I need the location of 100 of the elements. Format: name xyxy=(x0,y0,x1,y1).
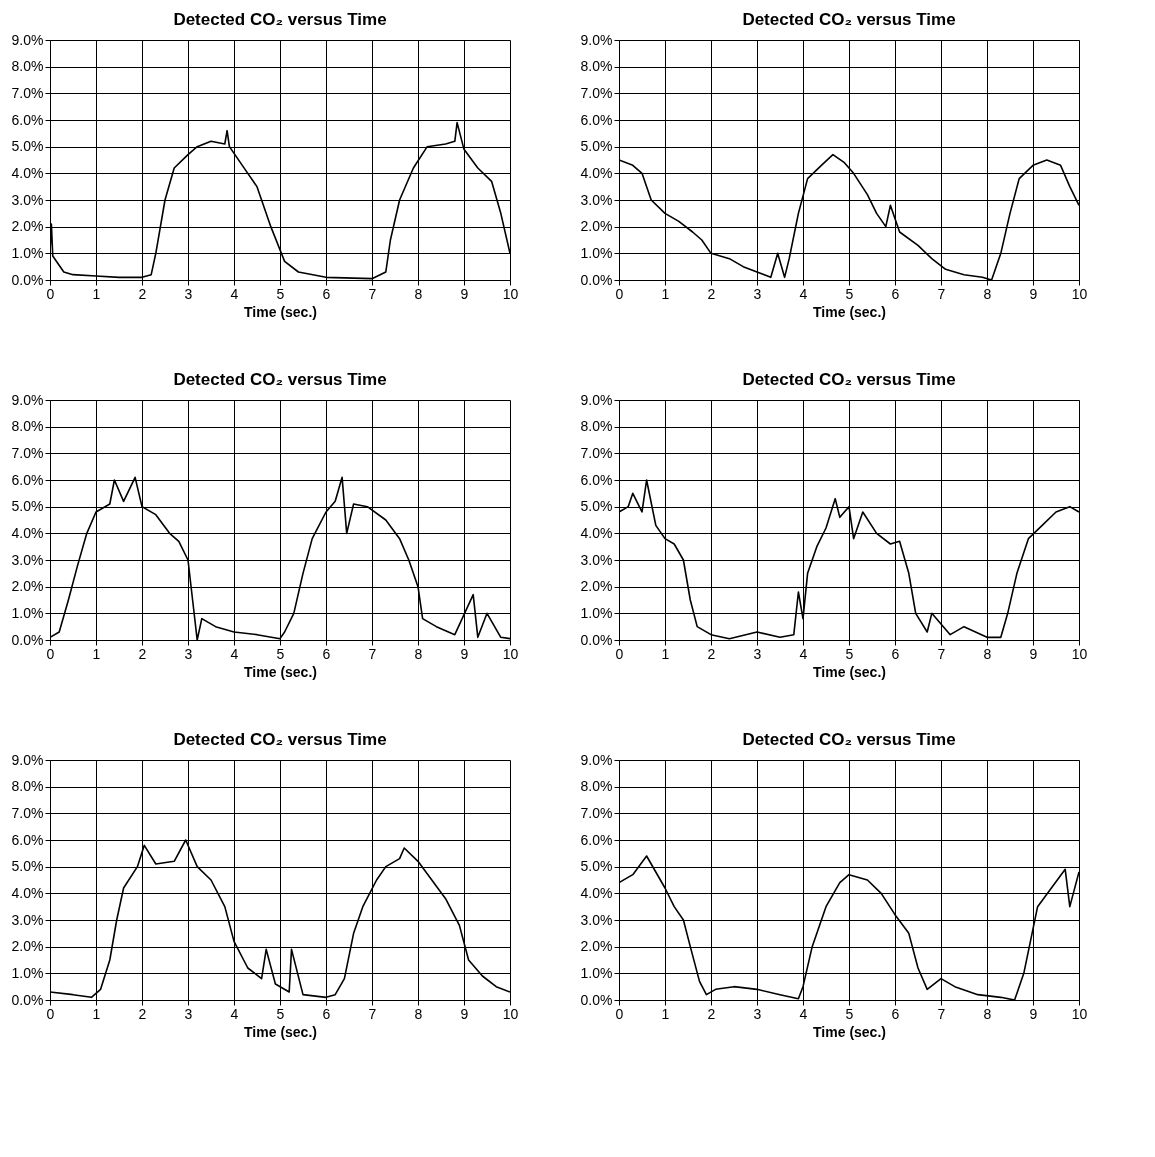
x-tick-label: 3 xyxy=(184,645,193,662)
x-tick-label: 0 xyxy=(46,645,55,662)
x-tick-label: 2 xyxy=(138,645,147,662)
x-tick-label: 8 xyxy=(414,285,423,302)
x-tick-label: 4 xyxy=(230,1005,239,1022)
x-tick-label: 4 xyxy=(799,645,808,662)
x-tick-label: 8 xyxy=(983,645,992,662)
x-tick-label: 3 xyxy=(753,645,762,662)
x-axis-title: Time (sec.) xyxy=(813,1023,886,1040)
x-tick-label: 5 xyxy=(276,645,285,662)
x-axis-title: Time (sec.) xyxy=(813,663,886,680)
x-tick-label: 8 xyxy=(414,1005,423,1022)
y-tick-label: 0.0% xyxy=(11,631,44,648)
x-tick-label: 3 xyxy=(184,285,193,302)
x-tick-label: 9 xyxy=(1029,1005,1038,1022)
x-tick-label: 4 xyxy=(230,645,239,662)
x-tick-label: 2 xyxy=(707,285,716,302)
x-tick-label: 3 xyxy=(753,1005,762,1022)
x-tick-label: 2 xyxy=(138,1005,147,1022)
x-axis-title: Time (sec.) xyxy=(813,303,886,320)
y-tick-label: 4.0% xyxy=(11,164,44,181)
x-tick-label: 6 xyxy=(322,285,331,302)
x-tick-label: 9 xyxy=(1029,285,1038,302)
y-tick-label: 6.0% xyxy=(11,111,44,128)
x-tick-label: 6 xyxy=(322,1005,331,1022)
y-tick-label: 5.0% xyxy=(580,858,613,875)
y-tick-label: 3.0% xyxy=(11,551,44,568)
y-tick-label: 6.0% xyxy=(580,471,613,488)
y-tick-label: 2.0% xyxy=(580,218,613,235)
y-tick-label: 6.0% xyxy=(580,111,613,128)
y-tick-label: 4.0% xyxy=(580,164,613,181)
y-tick-label: 6.0% xyxy=(11,831,44,848)
y-tick-label: 4.0% xyxy=(580,524,613,541)
x-tick-label: 4 xyxy=(799,285,808,302)
x-tick-label: 2 xyxy=(138,285,147,302)
y-tick-label: 9.0% xyxy=(580,31,613,48)
y-tick-label: 3.0% xyxy=(580,191,613,208)
x-tick-label: 7 xyxy=(368,645,377,662)
y-tick-label: 2.0% xyxy=(11,218,44,235)
x-tick-label: 0 xyxy=(615,285,624,302)
x-tick-label: 2 xyxy=(707,645,716,662)
x-tick-label: 7 xyxy=(937,1005,946,1022)
y-tick-label: 0.0% xyxy=(580,991,613,1008)
y-tick-label: 2.0% xyxy=(580,578,613,595)
y-tick-label: 8.0% xyxy=(580,58,613,75)
y-tick-label: 8.0% xyxy=(11,778,44,795)
x-axis-title: Time (sec.) xyxy=(244,1023,317,1040)
y-tick-label: 9.0% xyxy=(580,751,613,768)
y-tick-label: 8.0% xyxy=(580,418,613,435)
x-tick-label: 10 xyxy=(1071,1005,1088,1022)
y-tick-label: 5.0% xyxy=(580,138,613,155)
y-tick-label: 0.0% xyxy=(11,991,44,1008)
y-tick-label: 3.0% xyxy=(11,911,44,928)
x-tick-label: 5 xyxy=(845,1005,854,1022)
y-tick-label: 2.0% xyxy=(580,938,613,955)
y-tick-label: 7.0% xyxy=(11,84,44,101)
chart-title: Detected CO₂ versus Time xyxy=(742,370,956,389)
y-tick-label: 5.0% xyxy=(580,498,613,515)
x-tick-label: 9 xyxy=(1029,645,1038,662)
y-tick-label: 1.0% xyxy=(580,604,613,621)
y-tick-label: 9.0% xyxy=(11,31,44,48)
x-tick-label: 4 xyxy=(799,1005,808,1022)
y-tick-label: 5.0% xyxy=(11,858,44,875)
y-tick-label: 1.0% xyxy=(11,604,44,621)
x-tick-label: 7 xyxy=(368,285,377,302)
x-tick-label: 1 xyxy=(661,645,670,662)
y-tick-label: 1.0% xyxy=(11,964,44,981)
x-tick-label: 6 xyxy=(891,285,900,302)
chart-title: Detected CO₂ versus Time xyxy=(173,10,387,29)
x-tick-label: 2 xyxy=(707,1005,716,1022)
y-tick-label: 9.0% xyxy=(11,751,44,768)
x-tick-label: 0 xyxy=(46,1005,55,1022)
y-tick-label: 9.0% xyxy=(580,391,613,408)
x-tick-label: 7 xyxy=(937,285,946,302)
chart-title: Detected CO₂ versus Time xyxy=(173,370,387,389)
y-tick-label: 3.0% xyxy=(11,191,44,208)
y-tick-label: 8.0% xyxy=(580,778,613,795)
x-tick-label: 5 xyxy=(845,285,854,302)
x-tick-label: 5 xyxy=(276,1005,285,1022)
chart-title: Detected CO₂ versus Time xyxy=(742,10,956,29)
x-tick-label: 5 xyxy=(276,285,285,302)
y-tick-label: 7.0% xyxy=(580,804,613,821)
x-tick-label: 1 xyxy=(661,1005,670,1022)
x-tick-label: 6 xyxy=(891,1005,900,1022)
y-tick-label: 7.0% xyxy=(11,804,44,821)
x-tick-label: 6 xyxy=(322,645,331,662)
y-tick-label: 0.0% xyxy=(580,271,613,288)
y-tick-label: 2.0% xyxy=(11,938,44,955)
x-tick-label: 10 xyxy=(502,645,519,662)
x-axis-title: Time (sec.) xyxy=(244,303,317,320)
x-tick-label: 1 xyxy=(661,285,670,302)
y-tick-label: 5.0% xyxy=(11,138,44,155)
y-tick-label: 1.0% xyxy=(580,244,613,261)
x-tick-label: 10 xyxy=(1071,285,1088,302)
x-tick-label: 0 xyxy=(46,285,55,302)
y-tick-label: 1.0% xyxy=(580,964,613,981)
x-tick-label: 10 xyxy=(502,1005,519,1022)
y-tick-label: 7.0% xyxy=(580,84,613,101)
chart-title: Detected CO₂ versus Time xyxy=(742,730,956,749)
y-tick-label: 3.0% xyxy=(580,551,613,568)
